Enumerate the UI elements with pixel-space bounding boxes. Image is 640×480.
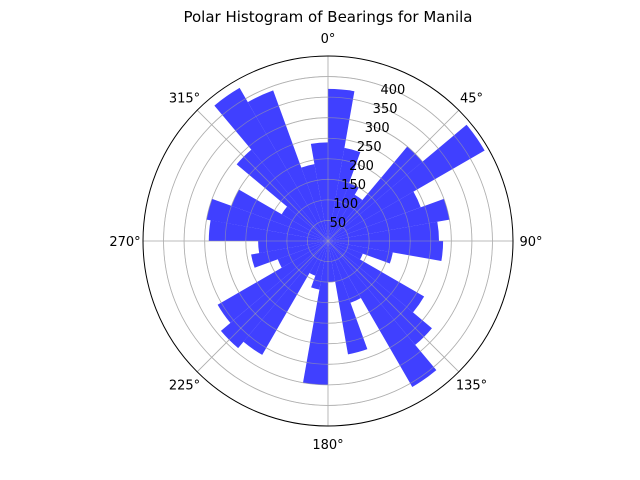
bar-80-deg: [328, 221, 439, 241]
r-tick-label-300: 300: [365, 121, 390, 136]
r-tick-label-400: 400: [380, 83, 405, 98]
bar-70-deg: [328, 198, 450, 241]
theta-gridline-225: [196, 240, 329, 373]
r-tick-label-350: 350: [373, 102, 398, 117]
theta-tick-label-180: 180°: [312, 438, 343, 453]
theta-tick-label-0: 0°: [321, 32, 336, 47]
bar-50-deg: [328, 124, 485, 241]
bar-90-deg: [328, 241, 444, 261]
theta-tick-label-135: 135°: [456, 379, 487, 394]
bar-330-deg: [247, 90, 328, 241]
bar-320-deg: [214, 87, 328, 241]
theta-tick-label-90: 90°: [519, 235, 542, 250]
theta-tick-label-45: 45°: [460, 92, 483, 107]
theta-gridline-135: [327, 240, 460, 373]
bar-270-deg: [208, 220, 328, 241]
bar-100-deg: [328, 241, 393, 264]
r-tick-labels: 50 100 150 200 250 300 350 400: [330, 83, 406, 231]
theta-tick-labels: 0° 45° 90° 135° 180° 225° 270° 315°: [109, 32, 542, 453]
bar-10-deg: [328, 147, 361, 241]
bar-190-deg: [311, 241, 328, 290]
bar-210-deg: [243, 241, 328, 355]
theta-tick-label-315: 315°: [169, 92, 200, 107]
bar-160-deg: [328, 241, 368, 355]
bar-120-deg: [328, 241, 425, 313]
theta-gridline-315: [196, 109, 329, 242]
r-tick-label-50: 50: [330, 216, 347, 231]
chart-title: Polar Histogram of Bearings for Manila: [183, 8, 472, 26]
bar-280-deg: [206, 198, 328, 241]
bar-110-deg: [328, 241, 363, 260]
r-tick-label-250: 250: [357, 140, 382, 155]
bar-30-deg: [328, 194, 363, 241]
r-tick-label-200: 200: [349, 159, 374, 174]
polar-frame: [142, 55, 514, 427]
bar-300-deg: [281, 206, 328, 241]
bar-350-deg: [310, 142, 328, 241]
bar-260-deg: [258, 241, 328, 254]
theta-tick-label-270: 270°: [109, 235, 140, 250]
grid-overlay: [143, 56, 513, 426]
theta-tick-label-225: 225°: [169, 379, 200, 394]
bar-0-deg: [328, 88, 355, 241]
bar-20-deg: [328, 183, 359, 241]
theta-gridline-45: [327, 109, 460, 242]
bar-140-deg: [328, 241, 437, 387]
bar-180-deg: [303, 241, 328, 385]
bar-200-deg: [309, 241, 328, 276]
r-tick-label-150: 150: [341, 178, 366, 193]
bar-150-deg: [328, 241, 361, 303]
bar-240-deg: [277, 241, 328, 268]
r-tick-label-100: 100: [333, 197, 358, 212]
bar-60-deg: [328, 191, 421, 241]
